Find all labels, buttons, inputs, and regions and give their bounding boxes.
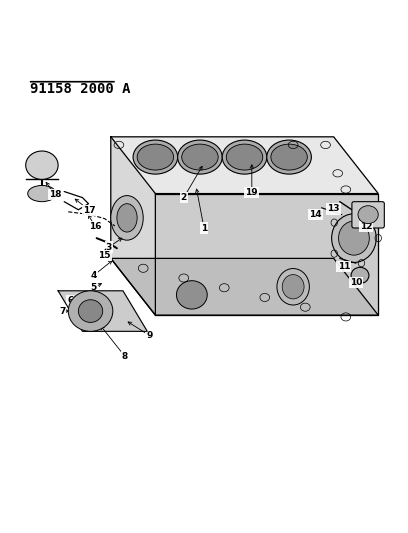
- Ellipse shape: [26, 151, 58, 180]
- Ellipse shape: [28, 185, 56, 201]
- Polygon shape: [111, 137, 155, 315]
- Text: 1: 1: [201, 223, 207, 232]
- Ellipse shape: [226, 144, 263, 170]
- Ellipse shape: [182, 144, 218, 170]
- Ellipse shape: [78, 300, 103, 322]
- Text: 8: 8: [122, 352, 128, 361]
- Text: 3: 3: [106, 243, 112, 252]
- Ellipse shape: [117, 204, 137, 232]
- Text: 6: 6: [67, 296, 73, 305]
- Ellipse shape: [68, 291, 113, 332]
- Polygon shape: [111, 137, 378, 193]
- Ellipse shape: [332, 214, 376, 262]
- Ellipse shape: [177, 140, 222, 174]
- Text: 15: 15: [98, 251, 111, 260]
- Text: 19: 19: [246, 188, 258, 197]
- Ellipse shape: [222, 140, 267, 174]
- Text: 4: 4: [91, 271, 97, 280]
- Ellipse shape: [176, 281, 207, 309]
- Ellipse shape: [358, 206, 378, 223]
- Text: 16: 16: [89, 222, 102, 231]
- Text: 14: 14: [309, 210, 322, 219]
- Ellipse shape: [282, 274, 304, 299]
- Text: 18: 18: [49, 190, 61, 199]
- Polygon shape: [58, 291, 147, 332]
- Text: 91158 2000 A: 91158 2000 A: [30, 82, 130, 96]
- Text: 2: 2: [181, 193, 187, 202]
- Ellipse shape: [277, 269, 309, 305]
- Text: 10: 10: [350, 278, 362, 287]
- Ellipse shape: [339, 221, 369, 255]
- Ellipse shape: [271, 144, 307, 170]
- Text: 9: 9: [146, 331, 153, 340]
- Text: 11: 11: [337, 262, 350, 271]
- FancyBboxPatch shape: [352, 201, 384, 228]
- Ellipse shape: [133, 140, 177, 174]
- Text: 13: 13: [328, 205, 340, 213]
- Text: 17: 17: [83, 206, 96, 215]
- Ellipse shape: [111, 196, 143, 240]
- Text: 12: 12: [360, 222, 373, 231]
- Ellipse shape: [267, 140, 311, 174]
- Polygon shape: [111, 259, 378, 315]
- Polygon shape: [155, 193, 378, 315]
- Text: 7: 7: [59, 306, 65, 316]
- Ellipse shape: [137, 144, 174, 170]
- Text: 5: 5: [91, 283, 97, 292]
- Ellipse shape: [351, 268, 369, 284]
